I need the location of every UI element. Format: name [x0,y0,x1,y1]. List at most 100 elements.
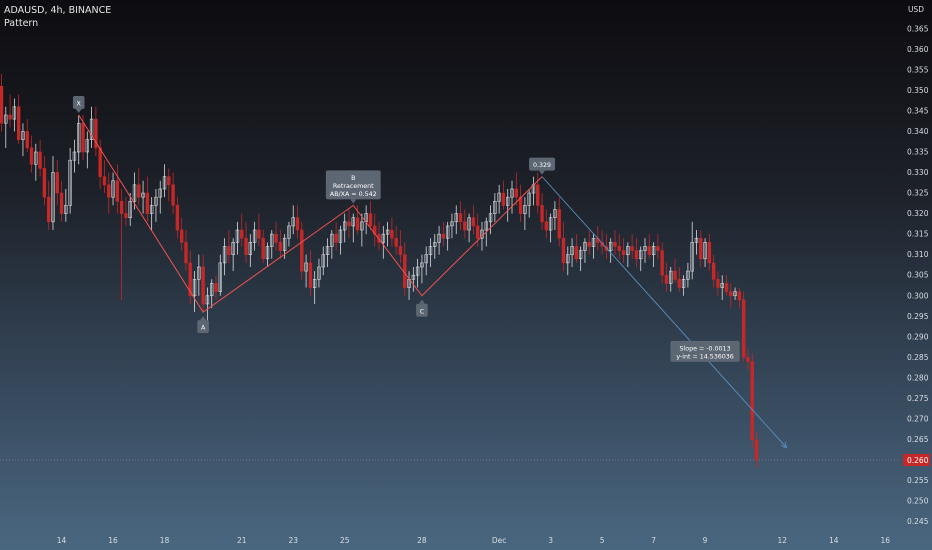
x-tick-label: 16 [108,536,118,545]
x-tick-label: 14 [57,536,67,545]
y-tick-label: 0.285 [907,353,929,362]
candle-body [548,217,553,231]
x-tick-label: 28 [417,536,427,545]
candle-body [167,176,171,186]
candle-body [115,180,120,202]
candle-body [523,205,527,214]
time-axis[interactable]: 14 16 18 21 23 25 28 Dec 3 5 7 9 12 14 16 [57,536,890,545]
candle-body [119,200,124,214]
candle-body [428,246,433,255]
candle-body [613,242,617,247]
regression-label-bg [670,340,740,362]
candle-body [64,205,68,214]
candle-body [154,196,158,206]
point-c-label[interactable]: C [416,299,428,317]
candle-body [188,262,192,297]
candle-body [493,200,497,214]
candle-body [312,279,317,288]
candle-body [29,147,34,165]
point-a-label[interactable]: A [197,316,209,334]
candle-body [437,233,441,243]
candle-body [201,266,205,305]
candle-body [626,246,630,255]
candle-body [634,250,639,260]
point-d-label[interactable]: 0.329 [529,157,556,175]
candle-body [295,217,300,231]
y-tick-label: 0.320 [907,209,929,218]
point-x-label-text: X [77,101,82,108]
y-tick-label: 0.360 [907,45,929,54]
candle-body [750,361,754,440]
y-tick-label: 0.245 [907,517,929,526]
candle-body [210,283,214,297]
candle-body [300,229,304,272]
pattern-legs [78,114,543,313]
symbol-title[interactable]: ADAUSD, 4h, BINANCE [4,5,112,16]
candle-body [463,221,467,231]
candle-body [441,233,446,239]
candle-body [733,291,737,297]
candle-body [218,262,222,292]
candle-body [398,246,403,255]
y-tick-label: 0.255 [907,476,929,485]
candle-body [707,242,712,264]
x-tick-label: 3 [548,536,553,545]
point-b-label-bg [325,170,381,200]
regression-label-text: y-int = 14.536036 [676,353,733,360]
candle-body [617,246,621,251]
axis-unit: USD [908,5,924,14]
x-tick-label: 21 [237,536,247,545]
harmonic-pattern [78,114,543,313]
indicator-name[interactable]: Pattern [4,18,39,29]
candle-body [257,229,261,239]
projection-line [541,176,788,449]
candle-body [690,242,694,272]
y-tick-label: 0.275 [907,394,929,403]
candle-body [16,106,21,140]
point-d-label-bg [529,157,556,171]
candle-body [720,283,724,288]
candle-body [179,229,184,243]
candle-body [244,237,248,255]
candle-body [724,283,729,292]
candle-body [381,233,386,243]
x-tick-label: 9 [703,536,708,545]
candle-body [308,262,313,288]
point-b-label-text: AB/XA = 0.542 [330,191,377,198]
y-tick-label: 0.335 [907,147,929,156]
point-x-label-bg [72,96,85,110]
candle-body [450,221,454,227]
candle-body [570,246,574,255]
candle-body [175,205,180,231]
candle-body [699,237,703,260]
candle-body [68,159,72,206]
candle-body [12,106,17,120]
x-tick-label: 23 [288,536,298,545]
candle-body [411,274,416,280]
point-x-label[interactable]: X [72,96,85,114]
candle-body [158,188,162,198]
candle-body [89,118,94,140]
candle-body [656,246,660,251]
candle-body [304,262,308,272]
candle-body [222,246,227,264]
candle-body [591,237,596,247]
candle-body [77,122,81,153]
candle-body [46,196,51,223]
price-axis[interactable]: USD 0.365 0.360 0.355 0.350 0.345 0.340 0.335 0.… [903,5,930,526]
last-price-value: 0.260 [907,456,929,465]
y-tick-label: 0.280 [907,373,929,382]
candle-body [484,221,488,231]
x-tick-label: 12 [778,536,788,545]
point-c-label-pointer [418,299,425,304]
candle-body [98,147,102,177]
candle-body [639,250,643,260]
candle-body [351,217,355,227]
x-tick-label: 18 [160,536,170,545]
point-d-label-text: 0.329 [533,162,551,169]
candle-body [433,242,437,247]
regression-line [541,176,787,449]
